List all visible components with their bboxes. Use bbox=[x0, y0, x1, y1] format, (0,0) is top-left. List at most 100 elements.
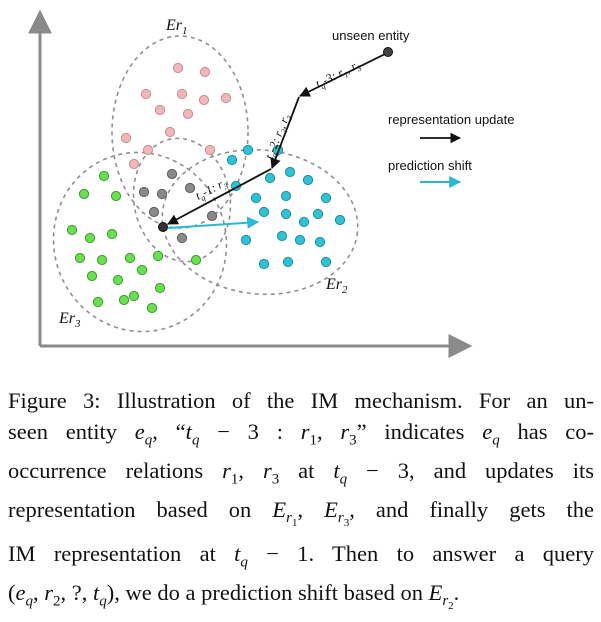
unseen-entity-label: unseen entity bbox=[332, 28, 410, 43]
pink-entity-dot bbox=[142, 144, 154, 156]
caption-l3-a: occurrence relations bbox=[8, 457, 223, 483]
gray-entity-dot bbox=[184, 182, 196, 194]
caption-line-4: representation based on Er1, Er3, and fi… bbox=[8, 496, 595, 530]
green-entity-dot bbox=[124, 252, 136, 264]
step2-t: t bbox=[262, 152, 276, 161]
cluster-r1-label-sub: 1 bbox=[182, 25, 188, 37]
cyan-entity-dot bbox=[334, 214, 346, 226]
green-entity-dot bbox=[86, 270, 98, 282]
caption-l6-b: . bbox=[453, 579, 460, 605]
caption-l4-a: representation based on bbox=[8, 496, 273, 522]
caption-line-3: occurrence relations r1, r3 at tq − 3, a… bbox=[8, 457, 594, 488]
cyan-entity-dot bbox=[258, 206, 270, 218]
caption-line-2: seen entity eq, “tq − 3 : r1, r3” indica… bbox=[8, 418, 594, 449]
caption-l4-b: , and finally gets the bbox=[349, 496, 595, 522]
cyan-entity-dot bbox=[282, 256, 294, 268]
cluster-r2-boundary bbox=[161, 148, 359, 296]
caption-l2-a: seen entity bbox=[8, 418, 135, 444]
green-entity-dot bbox=[92, 296, 104, 308]
pink-entity-dot bbox=[220, 92, 232, 104]
cyan-entity-dot bbox=[242, 144, 254, 156]
cyan-entity-dot bbox=[258, 258, 270, 270]
caption-l5-b: . Then to answer a query bbox=[308, 540, 595, 566]
green-entity-dot bbox=[136, 264, 148, 276]
pink-entity-dot bbox=[128, 158, 140, 170]
step1-sub: q bbox=[319, 81, 327, 91]
axes bbox=[28, 9, 473, 358]
unseen-entity-point bbox=[383, 47, 393, 57]
pink-entity-dot bbox=[154, 104, 166, 116]
pink-entity-dot bbox=[204, 144, 216, 156]
green-entity-dot bbox=[146, 302, 158, 314]
step3-r3: 3 bbox=[221, 181, 230, 191]
gray-entity-dot bbox=[176, 232, 188, 244]
green-entity-dot bbox=[152, 250, 164, 262]
cyan-entity-dot bbox=[302, 174, 314, 186]
cluster-r3-label-main: Er bbox=[58, 310, 76, 327]
cyan-entity-dot bbox=[250, 192, 262, 204]
pink-entity-dot bbox=[172, 62, 184, 74]
cyan-entity-dot bbox=[312, 208, 324, 220]
step1-t: t bbox=[313, 76, 323, 90]
green-entity-dot bbox=[118, 294, 130, 306]
gray-entity-dot bbox=[148, 206, 160, 218]
update-arrow-3 bbox=[167, 168, 272, 225]
gray-entity-dot bbox=[206, 210, 218, 222]
entity-dots bbox=[66, 62, 346, 314]
gray-entity-dot bbox=[166, 168, 178, 180]
step1-r1: 1 bbox=[342, 70, 350, 80]
query-entity-point bbox=[158, 222, 168, 232]
update-arrow-2 bbox=[270, 96, 300, 170]
cluster-r2-label-sub: 2 bbox=[342, 284, 348, 296]
legend-representation-update-label: representation update bbox=[388, 112, 514, 127]
step3-sub: q bbox=[199, 193, 207, 203]
gray-entity-dot bbox=[156, 188, 168, 200]
cluster-r3-label: Er3 bbox=[58, 310, 81, 330]
pink-entity-dot bbox=[176, 88, 188, 100]
caption-l3-b: at bbox=[279, 457, 334, 483]
cyan-entity-dot bbox=[226, 154, 238, 166]
step3-t: t bbox=[193, 188, 203, 202]
legend-prediction-shift-label: prediction shift bbox=[388, 158, 472, 173]
cyan-entity-dot bbox=[280, 208, 292, 220]
cyan-entity-dot bbox=[294, 234, 306, 246]
pink-entity-dot bbox=[182, 108, 194, 120]
caption-l3-c: , and updates its bbox=[409, 457, 594, 483]
green-entity-dot bbox=[74, 252, 86, 264]
cyan-entity-dot bbox=[298, 216, 310, 228]
pink-entity-dot bbox=[199, 66, 211, 78]
step2-r3: 3 bbox=[284, 114, 294, 122]
step1-r3: 3 bbox=[355, 64, 363, 74]
cyan-entity-dot bbox=[320, 192, 332, 204]
caption-l2-c: ” indicates bbox=[356, 418, 483, 444]
representation-update-path bbox=[167, 53, 386, 225]
prediction-shift-arrow bbox=[167, 216, 260, 229]
im-mechanism-diagram: Er1 Er2 Er3 unseen entity tq-3: r1, r3 t… bbox=[28, 9, 514, 358]
caption-l2-b: , “ bbox=[152, 418, 186, 444]
caption-l6-a: , we do a prediction shift based on bbox=[114, 579, 429, 605]
update-arrow-1 bbox=[299, 53, 386, 97]
step-label-tq-2: tq-2: r2, r3 bbox=[262, 112, 295, 162]
cluster-r2-label: Er2 bbox=[325, 276, 348, 296]
caption-line-6: (eq, r2, ?, tq), we do a prediction shif… bbox=[8, 579, 460, 613]
cyan-entity-dot bbox=[320, 256, 332, 268]
caption-l2-d: has co- bbox=[499, 418, 594, 444]
caption-l5-a: IM representation at bbox=[8, 540, 235, 566]
green-entity-dot bbox=[106, 228, 118, 240]
cluster-r3-boundary bbox=[52, 151, 228, 333]
green-entity-dot bbox=[84, 232, 96, 244]
caption-line-5: IM representation at tq − 1. Then to ans… bbox=[8, 540, 595, 571]
step1-rest: -3: r bbox=[320, 65, 346, 87]
cluster-r2-label-main: Er bbox=[325, 276, 343, 293]
pink-entity-dot bbox=[198, 94, 210, 106]
figure-caption: Figure 3: Illustration of the IM mechani… bbox=[8, 386, 594, 622]
pink-entity-dot bbox=[140, 88, 152, 100]
cluster-overlap-boundary bbox=[132, 137, 232, 263]
cyan-entity-dot bbox=[240, 234, 252, 246]
caption-line-1: Figure 3: Illustration of the IM mechani… bbox=[8, 388, 594, 413]
green-entity-dot bbox=[128, 290, 140, 302]
green-entity-dot bbox=[190, 254, 202, 266]
gray-entity-dot bbox=[138, 186, 150, 198]
green-entity-dot bbox=[66, 224, 78, 236]
cyan-entity-dot bbox=[284, 166, 296, 178]
